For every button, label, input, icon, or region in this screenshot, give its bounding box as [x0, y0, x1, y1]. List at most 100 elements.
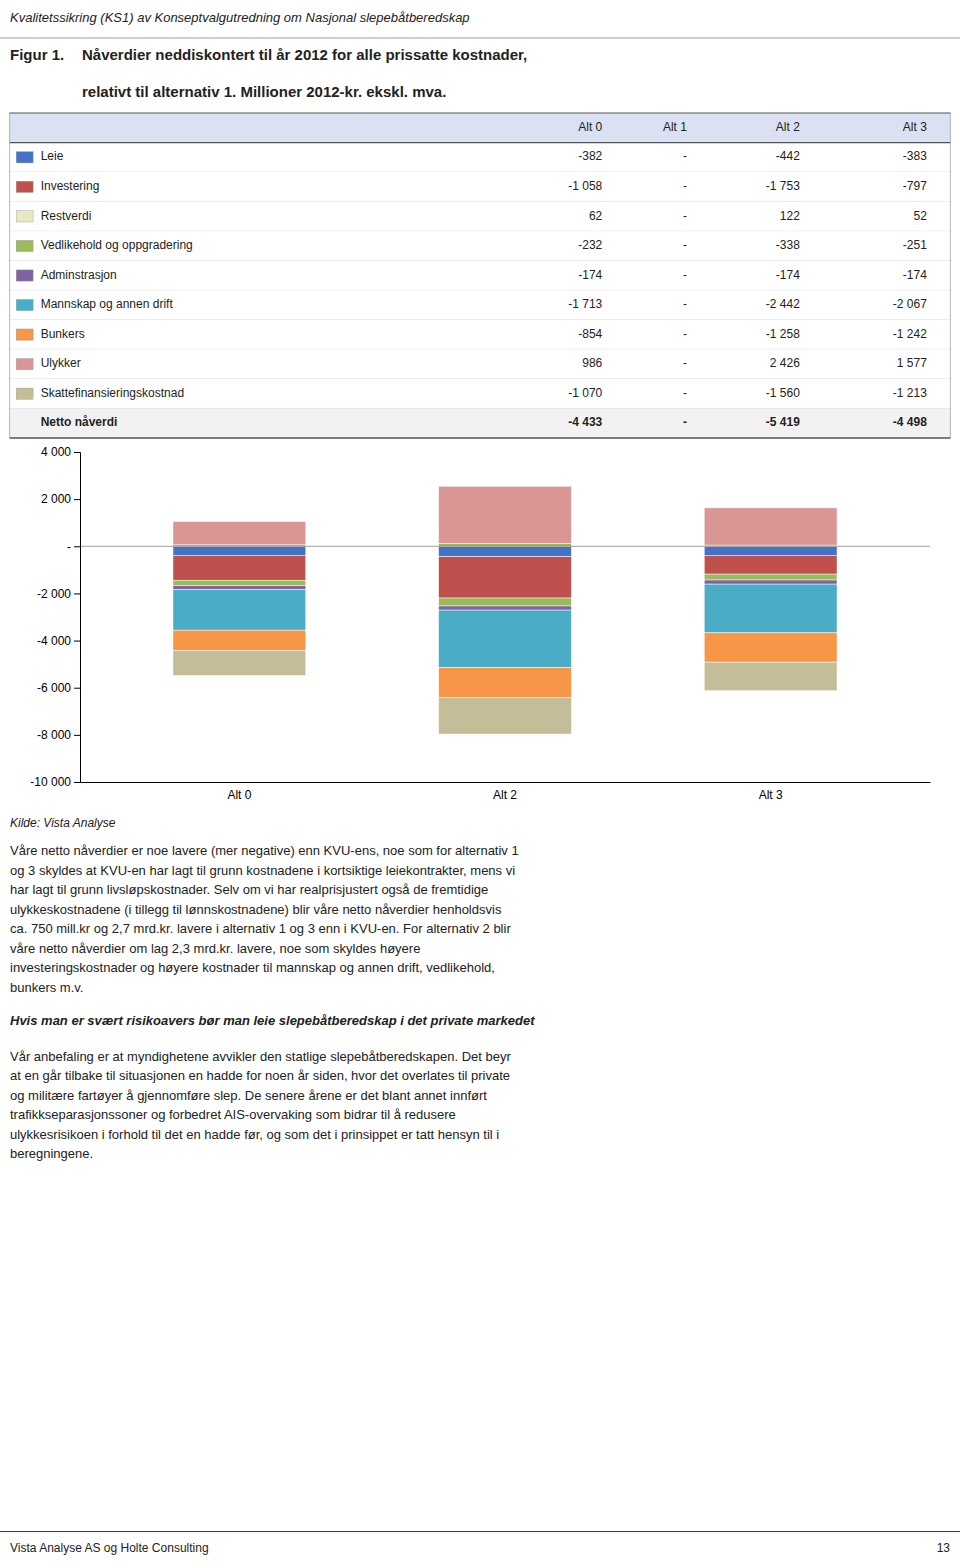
- body-line: ulykkeskostnadene (i tillegg til lønnsko…: [10, 902, 502, 917]
- y-axis-line: [74, 453, 81, 783]
- y-tick-mark: [74, 688, 80, 689]
- table-cell: -: [683, 238, 687, 252]
- bar: [439, 486, 572, 543]
- table-cell: -251: [903, 238, 927, 252]
- bar-series: [173, 486, 837, 545]
- body-line: ca. 750 mill.kr og 2,7 mrd.kr. lavere i …: [10, 921, 511, 936]
- table-swatch: [16, 388, 33, 399]
- table-row-label: Restverdi: [41, 209, 92, 223]
- body-line: har lagt til grunn livsløpskostnader. Se…: [10, 882, 488, 897]
- table-cell: -4 433: [568, 415, 602, 429]
- x-axis-line: [81, 782, 931, 783]
- table-cell: -1 258: [766, 327, 800, 341]
- table-row-label: Netto nåverdi: [41, 415, 118, 429]
- table-rule: [10, 142, 951, 143]
- bar: [439, 697, 572, 734]
- table-cell: -: [683, 149, 687, 163]
- bar-series: [173, 650, 837, 734]
- table-cell: -1 753: [766, 179, 800, 193]
- bar: [173, 590, 306, 630]
- body-line: Vår anbefaling er at myndighetene avvikl…: [10, 1049, 511, 1064]
- bars: [173, 486, 837, 734]
- table-cell: -2 067: [893, 297, 927, 311]
- bar: [704, 584, 837, 633]
- bar: [173, 586, 306, 590]
- chart: -10 000-8 000-6 000-4 000-2 000-2 0004 0…: [30, 445, 930, 801]
- x-tick: Alt 2: [493, 788, 517, 802]
- x-axis: Alt 0Alt 2Alt 3: [81, 783, 931, 802]
- bar: [439, 606, 572, 610]
- table-cell: 986: [582, 356, 602, 370]
- y-tick-label: 2 000: [41, 492, 71, 506]
- table-row-rule: [10, 437, 951, 438]
- table-cell: -383: [903, 149, 927, 163]
- header-rule: [0, 38, 960, 39]
- y-tick: -2 000: [37, 587, 80, 601]
- table-row-label: Leie: [41, 149, 64, 163]
- table-swatch: [16, 270, 33, 281]
- bar: [704, 508, 837, 545]
- footer-left: Vista Analyse AS og Holte Consulting: [10, 1541, 209, 1555]
- table-row-background: [10, 408, 951, 438]
- bar: [439, 557, 572, 598]
- table-cell: -1 070: [568, 386, 602, 400]
- body-line: Våre netto nåverdier er noe lavere (mer …: [10, 843, 519, 858]
- source-text: Kilde: Vista Analyse: [10, 816, 116, 830]
- body-line: og 3 skyldes at KVU-en har lagt til grun…: [10, 863, 515, 878]
- table-cell: -: [683, 268, 687, 282]
- footer: Vista Analyse AS og Holte Consulting 13: [0, 1532, 960, 1556]
- y-tick-mark: [74, 782, 80, 783]
- table-cell: 62: [589, 209, 603, 223]
- y-tick: -: [67, 540, 80, 554]
- table-row-background: [10, 143, 951, 173]
- table-cell: -: [683, 179, 687, 193]
- table-header-cell: Alt 0: [578, 120, 602, 134]
- bar: [173, 630, 306, 650]
- body-line: at en går tilbake til situasjonen en had…: [10, 1068, 510, 1083]
- body-line: ulykkesrisikoen i forhold til det en had…: [10, 1127, 499, 1142]
- body-text-1: Våre netto nåverdier er noe lavere (mer …: [10, 843, 519, 995]
- table-rule: [10, 112, 951, 113]
- footer-right: 13: [937, 1541, 951, 1555]
- table-swatch: [16, 299, 33, 310]
- table-row-label: Ulykker: [41, 356, 81, 370]
- table-header-cell: Alt 2: [776, 120, 800, 134]
- table-row-background: [10, 202, 951, 232]
- table-row-background: [10, 379, 951, 409]
- y-tick: 2 000: [41, 492, 80, 506]
- body-text-3: Vår anbefaling er at myndighetene avvikl…: [10, 1049, 511, 1162]
- table-swatch: [16, 181, 33, 192]
- y-tick-label: -: [67, 540, 71, 554]
- table-swatch: [16, 152, 33, 163]
- table-cell: -174: [776, 268, 800, 282]
- table-row-background: [10, 290, 951, 320]
- bar: [704, 546, 837, 555]
- table-cell: -1 713: [568, 297, 602, 311]
- table-swatch: [16, 211, 33, 222]
- y-tick: 4 000: [41, 445, 80, 459]
- bar: [173, 522, 306, 545]
- page-header: Kvalitetssikring (KS1) av Konseptvalgutr…: [0, 10, 960, 38]
- table-row-label: Mannskap og annen drift: [41, 297, 174, 311]
- table-cell: -: [683, 327, 687, 341]
- table-row-background: [10, 261, 951, 291]
- y-tick-mark: [74, 735, 80, 736]
- table-cell: -5 419: [766, 415, 800, 429]
- bar: [173, 650, 306, 675]
- y-tick: -10 000: [30, 775, 80, 789]
- table-cell: -382: [578, 149, 602, 163]
- table: Alt 0Alt 1Alt 2Alt 3Leie-382--442-383Inv…: [10, 113, 951, 438]
- bar: [439, 610, 572, 668]
- y-tick-label: -2 000: [37, 587, 71, 601]
- table-row-label: Investering: [41, 179, 100, 193]
- body-heading: Hvis man er svært risikoavers bør man le…: [10, 1013, 535, 1028]
- y-tick-label: -10 000: [30, 775, 71, 789]
- bar: [704, 574, 837, 580]
- table-row-background: [10, 231, 951, 261]
- table-side: [950, 113, 951, 438]
- body-line: trafikkseparasjonssoner og forbedret AIS…: [10, 1107, 456, 1122]
- x-tick-label: Alt 3: [759, 788, 783, 802]
- bar-series: [173, 630, 837, 697]
- x-tick-label: Alt 2: [493, 788, 517, 802]
- table-cell: -1 242: [893, 327, 927, 341]
